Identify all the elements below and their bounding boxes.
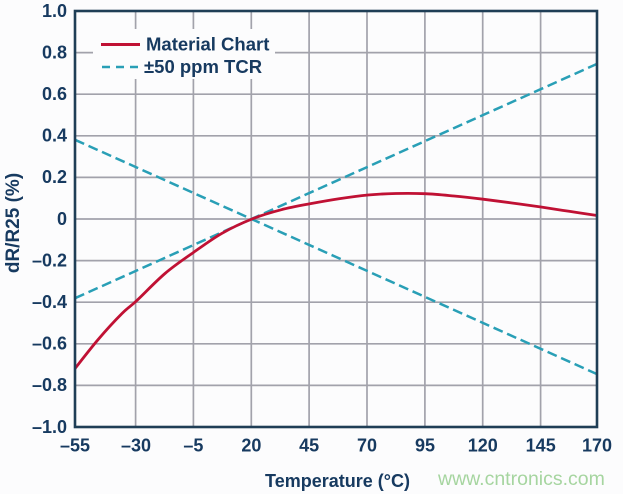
svg-text:0.4: 0.4 [42,126,67,146]
svg-text:Material Chart: Material Chart [146,34,269,55]
svg-text:95: 95 [415,436,435,456]
svg-text:–0.6: –0.6 [32,334,67,354]
svg-text:–55: –55 [60,436,90,456]
svg-text:170: 170 [582,436,612,456]
svg-text:–0.8: –0.8 [32,375,67,395]
svg-text:0.2: 0.2 [42,167,67,187]
svg-text:45: 45 [299,436,319,456]
svg-text:–1.0: –1.0 [32,417,67,437]
svg-text:Temperature (°C): Temperature (°C) [265,471,410,491]
svg-text:0: 0 [57,209,67,229]
svg-text:70: 70 [357,436,377,456]
svg-text:0.8: 0.8 [42,42,67,62]
svg-text:–0.2: –0.2 [32,250,67,270]
svg-text:20: 20 [241,436,261,456]
svg-text:1.0: 1.0 [42,1,67,21]
svg-text:–30: –30 [121,436,151,456]
svg-text:–0.4: –0.4 [32,292,67,312]
svg-text:145: 145 [526,436,556,456]
svg-text:dR/R25 (%): dR/R25 (%) [3,173,24,273]
svg-text:–5: –5 [183,436,203,456]
svg-text:120: 120 [468,436,498,456]
svg-text:±50 ppm TCR: ±50 ppm TCR [144,56,262,77]
svg-text:0.6: 0.6 [42,84,67,104]
svg-text:www.cntronics.com: www.cntronics.com [437,468,605,490]
